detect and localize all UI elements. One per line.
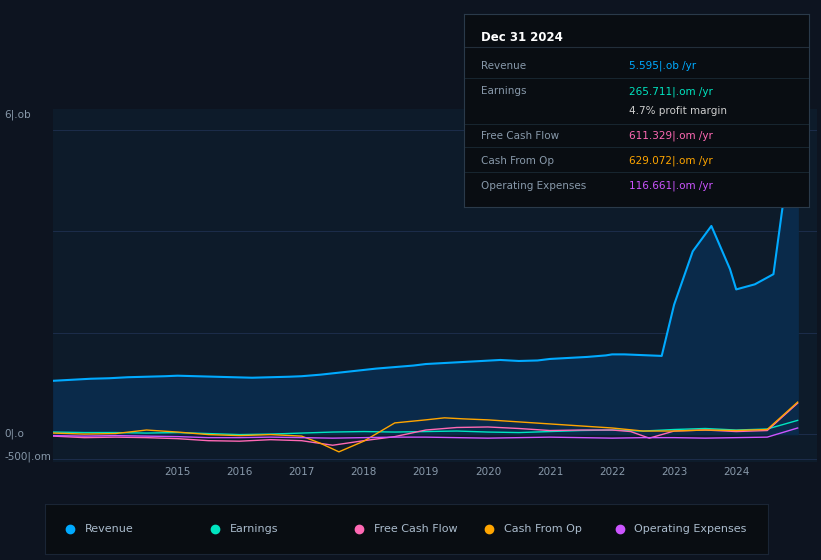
Text: Cash From Op: Cash From Op	[481, 156, 554, 166]
Text: Cash From Op: Cash From Op	[504, 524, 582, 534]
Text: Operating Expenses: Operating Expenses	[634, 524, 746, 534]
Text: 5.595|.ob /yr: 5.595|.ob /yr	[630, 61, 696, 72]
Text: -500|.om: -500|.om	[4, 451, 51, 461]
Text: 6|.ob: 6|.ob	[4, 110, 30, 120]
Text: 0|.o: 0|.o	[4, 429, 24, 440]
Text: Earnings: Earnings	[229, 524, 277, 534]
Text: Revenue: Revenue	[481, 61, 526, 71]
Text: 265.711|.om /yr: 265.711|.om /yr	[630, 86, 713, 96]
Text: Free Cash Flow: Free Cash Flow	[374, 524, 457, 534]
Text: 611.329|.om /yr: 611.329|.om /yr	[630, 130, 713, 141]
Text: 4.7% profit margin: 4.7% profit margin	[630, 106, 727, 115]
Text: 629.072|.om /yr: 629.072|.om /yr	[630, 156, 713, 166]
Text: Operating Expenses: Operating Expenses	[481, 181, 586, 191]
Text: 116.661|.om /yr: 116.661|.om /yr	[630, 181, 713, 191]
Text: Free Cash Flow: Free Cash Flow	[481, 130, 559, 141]
Text: Dec 31 2024: Dec 31 2024	[481, 31, 563, 44]
Text: Revenue: Revenue	[85, 524, 134, 534]
Text: Earnings: Earnings	[481, 86, 526, 96]
